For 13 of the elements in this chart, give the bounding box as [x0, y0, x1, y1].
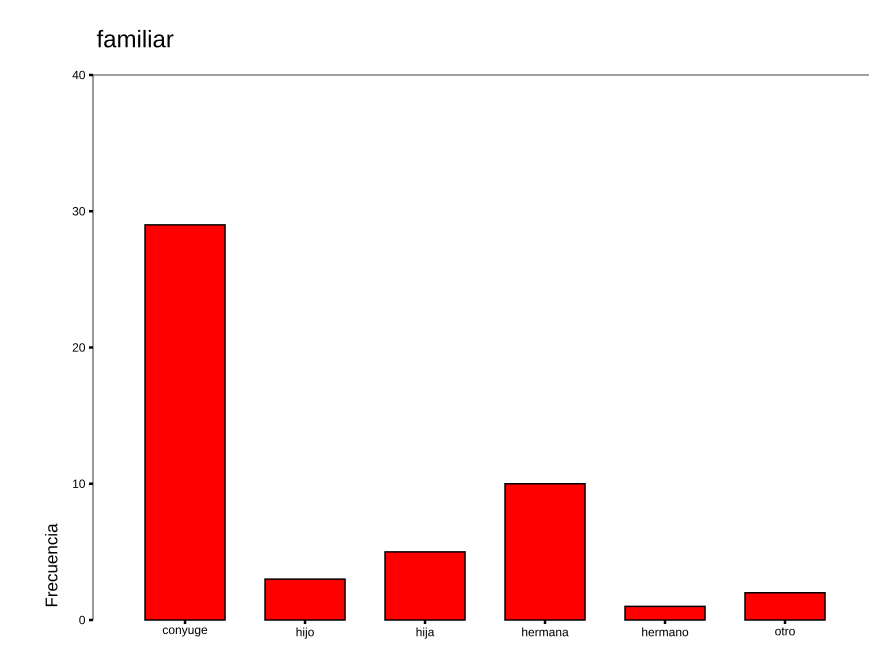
y-tick-label: 20 — [72, 343, 86, 352]
x-tick-label: conyuge — [162, 628, 208, 636]
y-tick-label: 10 — [73, 480, 86, 488]
y-tick-label: 40 — [72, 70, 86, 80]
x-tick-label: hermano — [642, 628, 688, 636]
x-tick-label: hijo — [296, 628, 314, 639]
y-tick-label: 30 — [72, 207, 86, 216]
x-tick-label: hermana — [522, 628, 569, 636]
x-tick-label: otro — [775, 628, 795, 636]
x-tick-label: hija — [416, 628, 434, 639]
chart-title: familiar — [96, 30, 174, 48]
y-tick-label: 0 — [79, 616, 86, 624]
y-axis-title: Frecuencia — [45, 523, 58, 606]
